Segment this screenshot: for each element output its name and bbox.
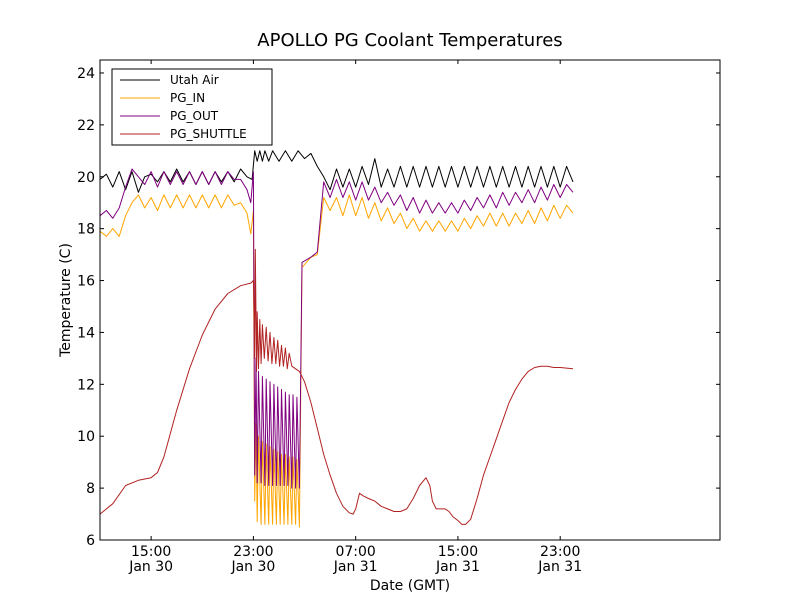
series-line-pg-in xyxy=(100,194,574,528)
legend-label-pg-in: PG_IN xyxy=(170,91,205,105)
y-tick-label: 14 xyxy=(77,325,95,341)
series-layer xyxy=(100,150,574,528)
x-tick-date-label: Jan 31 xyxy=(333,559,378,575)
plot-frame xyxy=(99,59,721,541)
legend-label-pg-shuttle: PG_SHUTTLE xyxy=(170,127,247,141)
y-tick-label: 18 xyxy=(77,222,95,238)
series-line-pg-shuttle xyxy=(100,248,574,525)
x-tick-date-label: Jan 31 xyxy=(435,559,480,575)
x-tick-time-label: 23:00 xyxy=(233,544,273,560)
chart-title: APOLLO PG Coolant Temperatures xyxy=(257,30,562,51)
y-tick-label: 12 xyxy=(77,377,95,393)
x-tick-time-label: 23:00 xyxy=(540,544,580,560)
x-tick-date-label: Jan 30 xyxy=(128,559,173,575)
y-tick-label: 24 xyxy=(77,66,95,82)
y-tick-label: 6 xyxy=(86,533,95,549)
legend-label-utah-air: Utah Air xyxy=(170,73,219,87)
y-tick-label: 20 xyxy=(77,170,95,186)
series-line-pg-out xyxy=(100,168,574,489)
legend-box xyxy=(111,68,273,146)
y-tick-label: 16 xyxy=(77,274,95,290)
x-tick-date-label: Jan 30 xyxy=(230,559,275,575)
x-axis-label: Date (GMT) xyxy=(370,578,450,594)
legend: Utah Air PG_IN PG_OUT PG_SHUTTLE xyxy=(111,68,273,146)
y-axis-label: Temperature (C) xyxy=(58,243,74,358)
x-tick-time-label: 07:00 xyxy=(335,544,375,560)
series-line-utah-air xyxy=(100,150,574,193)
y-tick-label: 8 xyxy=(86,481,95,497)
x-tick-time-label: 15:00 xyxy=(438,544,478,560)
x-tick-time-label: 15:00 xyxy=(131,544,171,560)
y-tick-label: 10 xyxy=(77,429,95,445)
x-tick-date-label: Jan 31 xyxy=(537,559,582,575)
y-tick-label: 22 xyxy=(77,118,95,134)
legend-label-pg-out: PG_OUT xyxy=(170,109,219,123)
